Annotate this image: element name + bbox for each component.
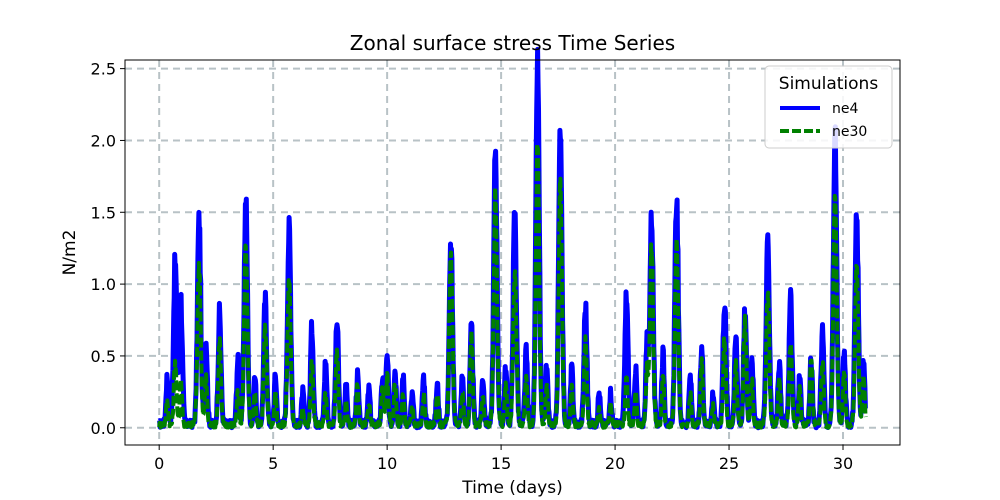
legend-box: [764, 65, 893, 149]
legend-label-ne30: ne30: [832, 124, 867, 140]
x-tick-label: 0: [154, 454, 164, 473]
y-tick-label: 0.0: [91, 419, 116, 438]
x-tick-label: 30: [833, 454, 853, 473]
x-tick-label: 20: [605, 454, 625, 473]
series-layer: [157, 46, 868, 431]
chart-title: Zonal surface stress Time Series: [350, 31, 675, 55]
x-tick-label: 25: [719, 454, 739, 473]
y-tick-label: 1.0: [91, 275, 116, 294]
y-tick-label: 0.5: [91, 347, 116, 366]
x-tick-label: 15: [491, 454, 511, 473]
y-axis-label: N/m2: [60, 230, 80, 276]
y-tick-label: 2.0: [91, 131, 116, 150]
plot-frame: [124, 59, 901, 446]
legend-title: Simulations: [779, 74, 879, 94]
y-tick-label: 2.5: [91, 60, 116, 79]
x-tick-label: 5: [268, 454, 278, 473]
series-line-ne30: [157, 142, 868, 430]
legend: Simulations ne4 ne30: [764, 65, 893, 149]
x-axis-label: Time (days): [461, 478, 562, 498]
y-tick-label: 1.5: [91, 203, 116, 222]
x-tick-label: 10: [377, 454, 397, 473]
ticks: 0 5 10 15 20 25 30 0.0 0.5 1.0 1.5 2.0 2.5: [91, 60, 854, 473]
legend-label-ne4: ne4: [832, 101, 858, 117]
